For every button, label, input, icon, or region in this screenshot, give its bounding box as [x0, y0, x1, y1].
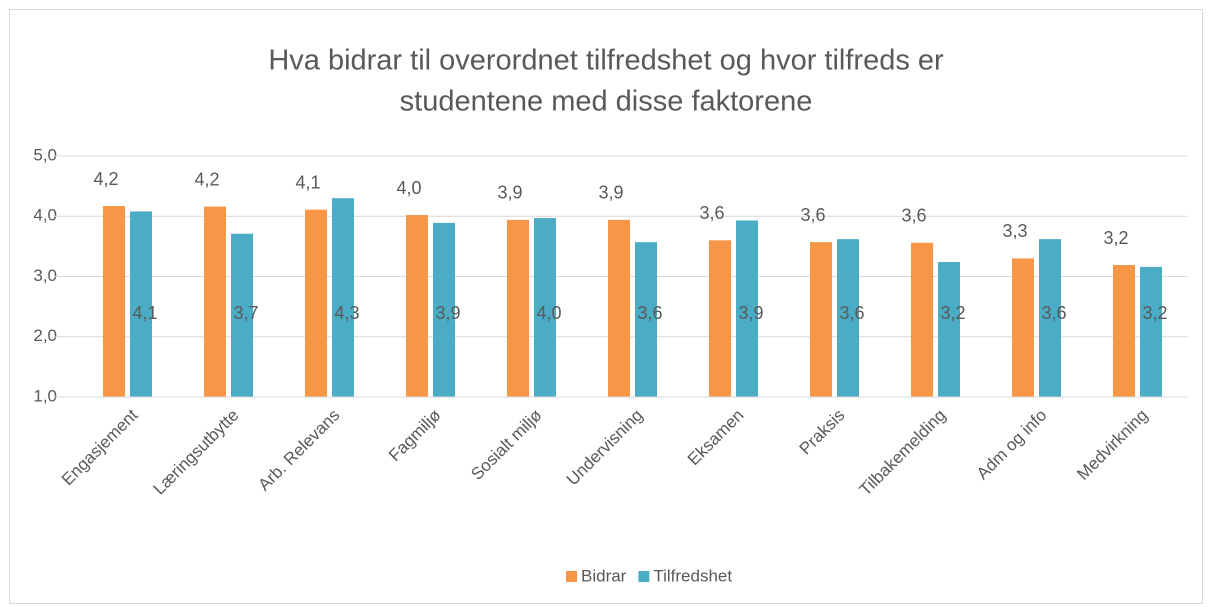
data-label: 3,2 — [1142, 303, 1167, 323]
data-label: 4,2 — [194, 169, 219, 189]
y-tick-label: 5,0 — [33, 145, 57, 164]
data-label: 3,9 — [435, 303, 460, 323]
bar — [1012, 258, 1034, 397]
data-label: 3,6 — [637, 303, 662, 323]
data-label: 3,9 — [738, 303, 763, 323]
legend-label: Tilfredshet — [653, 566, 732, 585]
bar — [305, 209, 327, 397]
bar — [810, 242, 832, 397]
data-label: 3,6 — [839, 303, 864, 323]
bar — [406, 215, 428, 397]
bar — [332, 198, 354, 397]
bar — [1039, 239, 1061, 397]
data-label: 4,3 — [334, 303, 359, 323]
legend-swatch — [638, 571, 650, 582]
data-label: 4,0 — [396, 178, 421, 198]
data-label: 3,9 — [497, 183, 522, 203]
bar — [204, 206, 226, 397]
bar — [938, 262, 960, 397]
bar — [1140, 266, 1162, 397]
bar — [736, 220, 758, 397]
data-label: 3,2 — [940, 303, 965, 323]
data-label: 3,6 — [699, 203, 724, 223]
chart-title: studentene med disse faktorene — [400, 86, 813, 118]
bar — [1113, 265, 1135, 397]
y-tick-label: 2,0 — [33, 326, 57, 345]
bar — [507, 219, 529, 397]
data-label: 4,2 — [93, 169, 118, 189]
y-tick-label: 4,0 — [33, 206, 57, 225]
data-label: 3,6 — [800, 205, 825, 225]
bar — [231, 233, 253, 397]
legend-label: Bidrar — [581, 566, 627, 585]
bar — [534, 218, 556, 397]
data-label: 3,2 — [1103, 228, 1128, 248]
bar — [709, 240, 731, 397]
data-label: 3,6 — [1041, 303, 1066, 323]
y-tick-label: 1,0 — [33, 386, 57, 405]
bar — [608, 219, 630, 397]
bar — [433, 222, 455, 397]
data-label: 4,1 — [295, 172, 320, 192]
bar — [911, 242, 933, 397]
data-label: 4,0 — [536, 303, 561, 323]
legend-swatch — [566, 571, 577, 582]
bar — [130, 211, 152, 397]
chart-title: Hva bidrar til overordnet tilfredshet og… — [268, 45, 944, 77]
bar — [635, 242, 657, 397]
data-label: 3,3 — [1002, 221, 1027, 241]
y-tick-label: 3,0 — [33, 266, 57, 285]
bar — [103, 206, 125, 397]
data-label: 3,7 — [233, 303, 258, 323]
data-label: 3,6 — [901, 206, 926, 226]
bar — [837, 239, 859, 397]
data-label: 4,1 — [132, 303, 157, 323]
data-label: 3,9 — [598, 183, 623, 203]
